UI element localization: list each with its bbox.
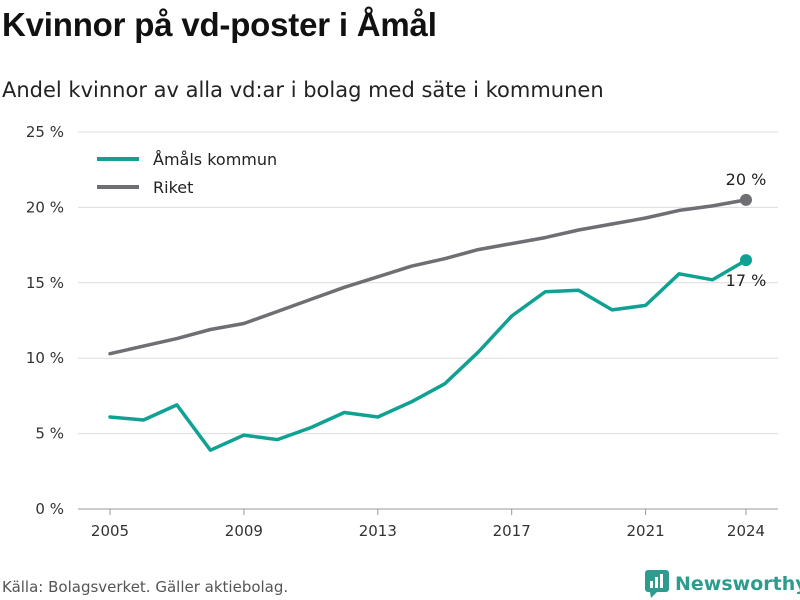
end-label-riket: 20 % xyxy=(726,170,767,189)
x-tick-label: 2013 xyxy=(359,522,397,540)
x-tick-label: 2009 xyxy=(225,522,263,540)
line-chart: 0 %5 %10 %15 %20 %25 % 2005 2009 2013 2017 2… xyxy=(26,123,778,540)
end-point-riket xyxy=(740,193,752,206)
y-tick-label: 0 % xyxy=(35,500,64,518)
end-label-amal: 17 % xyxy=(726,271,767,290)
y-axis: 0 % 5 % 10 % 15 % 20 % 25 % xyxy=(26,123,64,518)
x-tick-label: 2005 xyxy=(91,522,129,540)
chart-title: Kvinnor på vd-poster i Åmål xyxy=(2,6,437,43)
brand-logo: Newsworthy xyxy=(645,570,800,598)
newsworthy-logo-icon xyxy=(645,570,669,598)
y-tick-label: 20 % xyxy=(26,198,64,216)
x-axis: 2005 2009 2013 2017 2021 2024 xyxy=(91,509,765,540)
brand-name: Newsworthy xyxy=(675,573,800,595)
gridlines xyxy=(78,131,778,510)
end-point-amal xyxy=(740,254,752,267)
series-line-riket xyxy=(108,198,748,356)
series-group: 20 % 17 % xyxy=(108,170,767,452)
x-tick-label: 2017 xyxy=(493,522,531,540)
legend: Åmåls kommun Riket xyxy=(97,150,277,197)
y-tick-label: 5 % xyxy=(35,425,64,443)
y-tick-label: 10 % xyxy=(26,349,64,367)
source-note: Källa: Bolagsverket. Gäller aktiebolag. xyxy=(2,578,289,596)
chart-subtitle: Andel kvinnor av alla vd:ar i bolag med … xyxy=(2,78,604,102)
y-tick-label: 25 % xyxy=(26,123,64,141)
x-tick-label: 2024 xyxy=(727,522,765,540)
x-tick-label: 2021 xyxy=(626,522,664,540)
series-line-amal xyxy=(108,258,748,452)
legend-label: Åmåls kommun xyxy=(153,150,277,169)
y-tick-label: 15 % xyxy=(26,274,64,292)
legend-label: Riket xyxy=(153,178,193,197)
